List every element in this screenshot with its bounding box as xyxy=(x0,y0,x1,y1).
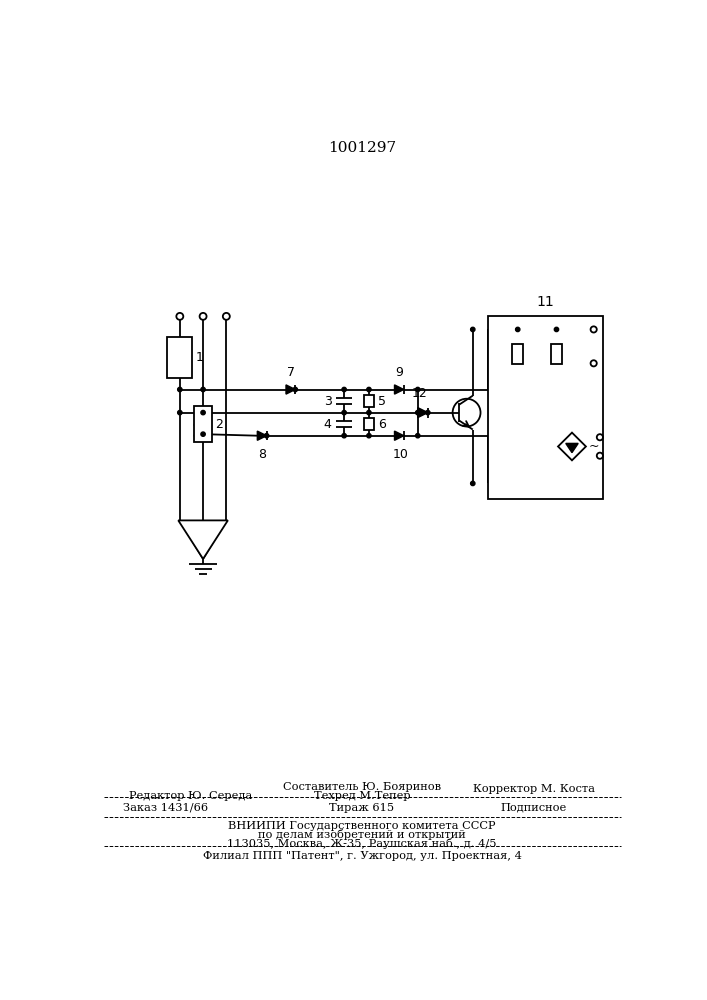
Text: 6: 6 xyxy=(378,418,386,431)
Text: 1: 1 xyxy=(195,351,203,364)
Circle shape xyxy=(201,432,205,436)
Text: по делам изобретений и открытий: по делам изобретений и открытий xyxy=(258,829,466,840)
Bar xyxy=(194,406,212,442)
Bar xyxy=(168,337,192,378)
Text: Редактор Ю. Середа: Редактор Ю. Середа xyxy=(129,791,252,801)
Circle shape xyxy=(554,327,559,332)
Text: 2: 2 xyxy=(215,418,223,431)
Circle shape xyxy=(426,410,430,415)
Text: ~: ~ xyxy=(589,440,600,453)
Polygon shape xyxy=(395,385,404,394)
Circle shape xyxy=(177,387,182,392)
Text: Тираж 615: Тираж 615 xyxy=(329,803,395,813)
Circle shape xyxy=(367,410,371,415)
Text: Филиал ППП "Патент", г. Ужгород, ул. Проектная, 4: Филиал ППП "Патент", г. Ужгород, ул. Про… xyxy=(202,851,521,861)
Circle shape xyxy=(416,387,420,392)
Text: Составитель Ю. Бояринов: Составитель Ю. Бояринов xyxy=(283,782,441,792)
Text: Подписное: Подписное xyxy=(501,803,567,813)
Text: 12: 12 xyxy=(411,387,427,400)
Polygon shape xyxy=(558,433,586,460)
Text: Корректор М. Коста: Корректор М. Коста xyxy=(473,784,595,794)
Polygon shape xyxy=(286,385,296,394)
Text: ВНИИПИ Государственного комитета СССР: ВНИИПИ Государственного комитета СССР xyxy=(228,821,496,831)
Bar xyxy=(363,395,374,407)
Circle shape xyxy=(416,410,420,415)
Circle shape xyxy=(342,410,346,415)
Text: 10: 10 xyxy=(393,448,409,461)
Bar xyxy=(489,316,603,499)
Circle shape xyxy=(342,387,346,392)
Circle shape xyxy=(367,387,371,392)
Text: 9: 9 xyxy=(395,366,403,379)
Text: 11: 11 xyxy=(537,295,554,309)
Text: 3: 3 xyxy=(324,395,332,408)
Bar xyxy=(551,344,562,364)
Text: 113035, Москва, Ж-35, Раушская наб., д. 4/5: 113035, Москва, Ж-35, Раушская наб., д. … xyxy=(227,838,497,849)
Circle shape xyxy=(201,387,205,392)
Text: 1001297: 1001297 xyxy=(328,141,396,155)
Bar xyxy=(363,418,374,430)
Circle shape xyxy=(471,327,475,332)
Text: Техред М.Тепер: Техред М.Тепер xyxy=(314,791,410,801)
Polygon shape xyxy=(257,431,267,440)
Text: 7: 7 xyxy=(286,366,295,379)
Circle shape xyxy=(177,410,182,415)
Circle shape xyxy=(293,387,298,392)
Text: Заказ 1431/66: Заказ 1431/66 xyxy=(123,803,209,813)
Polygon shape xyxy=(418,408,428,418)
Circle shape xyxy=(471,481,475,486)
Text: 5: 5 xyxy=(378,395,386,408)
Circle shape xyxy=(416,434,420,438)
Bar xyxy=(513,344,523,364)
Circle shape xyxy=(367,434,371,438)
Polygon shape xyxy=(395,431,404,440)
Text: 8: 8 xyxy=(258,448,266,461)
Polygon shape xyxy=(566,443,578,453)
Circle shape xyxy=(515,327,520,332)
Circle shape xyxy=(264,434,269,438)
Circle shape xyxy=(342,434,346,438)
Text: 4: 4 xyxy=(324,418,332,431)
Polygon shape xyxy=(178,520,228,559)
Circle shape xyxy=(201,410,205,415)
